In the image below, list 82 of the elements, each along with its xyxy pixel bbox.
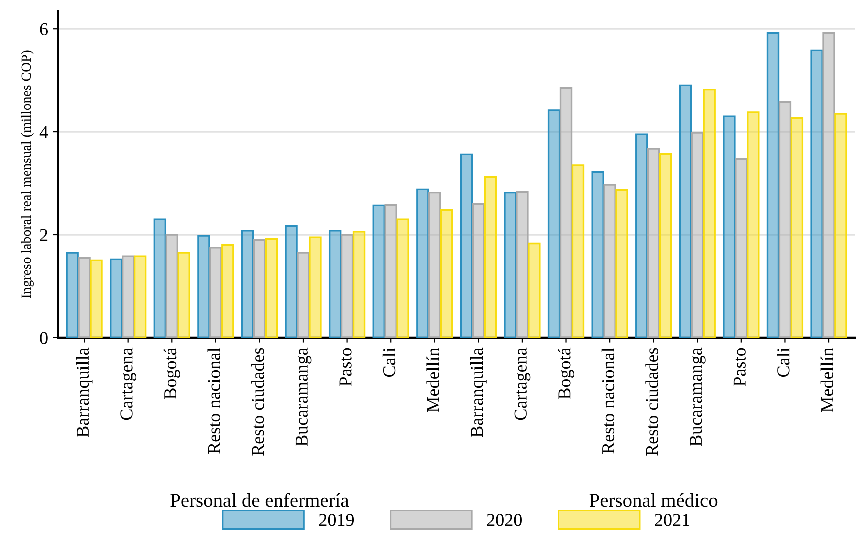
x-tick-label: Resto ciudades xyxy=(252,348,264,456)
bar xyxy=(691,132,704,338)
x-tick-label: Bucaramanga xyxy=(690,348,706,446)
bar xyxy=(210,247,222,338)
bar xyxy=(66,252,79,338)
legend-label: 2019 xyxy=(319,514,354,526)
bar xyxy=(241,230,254,338)
bar xyxy=(516,191,529,338)
x-tick-label: Barranquilla xyxy=(470,348,487,438)
bar xyxy=(592,171,604,338)
bar xyxy=(735,158,748,338)
bar xyxy=(110,258,123,338)
bar xyxy=(560,87,573,338)
x-tick-label: Cali xyxy=(382,348,396,378)
legend-label: 2021 xyxy=(655,514,690,526)
bar xyxy=(616,189,628,338)
x-tick-label: Cali xyxy=(777,348,790,378)
bar xyxy=(528,242,541,338)
bar xyxy=(572,164,585,338)
bar xyxy=(766,32,780,338)
legend-label: 2020 xyxy=(487,514,522,526)
bar xyxy=(154,218,167,338)
text: Personal médico xyxy=(590,493,718,508)
x-tick-label: Bogotá xyxy=(164,348,180,400)
x-tick-label: Cartagena xyxy=(514,348,531,420)
bar xyxy=(822,32,836,338)
x-tick-label: Bogotá xyxy=(558,348,574,400)
x-tick-label: Resto nacional xyxy=(208,348,220,454)
bar xyxy=(636,134,648,338)
bar xyxy=(222,244,234,338)
text: Personal de enfermería xyxy=(170,493,350,508)
bar xyxy=(309,236,322,338)
y-tick-label: 0 xyxy=(40,332,48,344)
x-tick-label: Bucaramanga xyxy=(296,348,312,446)
bar xyxy=(384,204,398,338)
bar xyxy=(416,188,430,338)
bar xyxy=(134,256,147,338)
bar xyxy=(460,154,474,338)
bar xyxy=(790,117,804,338)
bar xyxy=(265,238,278,338)
bar xyxy=(78,257,91,338)
bar xyxy=(484,176,497,338)
bar xyxy=(285,225,298,338)
bar xyxy=(548,110,561,338)
bar xyxy=(648,148,660,338)
bar xyxy=(178,252,190,338)
bar xyxy=(440,209,454,338)
bar xyxy=(428,192,442,338)
bar xyxy=(778,101,792,338)
x-tick-label: Barranquilla xyxy=(76,348,93,438)
x-tick-label: Medellín xyxy=(426,348,440,412)
bar xyxy=(723,116,736,338)
bar xyxy=(604,184,616,338)
bar xyxy=(253,239,266,338)
x-tick-label: Pasto xyxy=(734,348,746,386)
bar xyxy=(504,192,517,338)
bar xyxy=(328,230,342,338)
bar xyxy=(834,113,848,338)
bar xyxy=(297,252,310,338)
y-tick-label: 2 xyxy=(40,229,48,242)
bar xyxy=(166,234,178,338)
bar xyxy=(90,260,103,338)
x-tick-label: Pasto xyxy=(340,348,352,386)
bar xyxy=(396,218,410,338)
bar xyxy=(122,256,135,338)
y-tick-label: 4 xyxy=(40,126,48,138)
bar xyxy=(679,84,692,338)
x-tick-label: Cartagena xyxy=(120,348,137,420)
bar xyxy=(659,153,672,338)
bar xyxy=(747,112,760,338)
bar xyxy=(372,204,386,338)
x-tick-label: Resto nacional xyxy=(602,348,615,454)
x-tick-label: Medellín xyxy=(820,348,834,412)
bar xyxy=(352,231,366,338)
x-tick-label: Resto ciudades xyxy=(646,348,658,456)
bar xyxy=(703,89,716,338)
y-tick-label: 6 xyxy=(40,23,48,36)
bar xyxy=(472,203,486,338)
bar xyxy=(810,50,824,338)
bar xyxy=(340,234,354,338)
y-axis-title: Ingreso laboral real mensual (millones COP) xyxy=(21,50,34,298)
bar xyxy=(198,235,210,338)
